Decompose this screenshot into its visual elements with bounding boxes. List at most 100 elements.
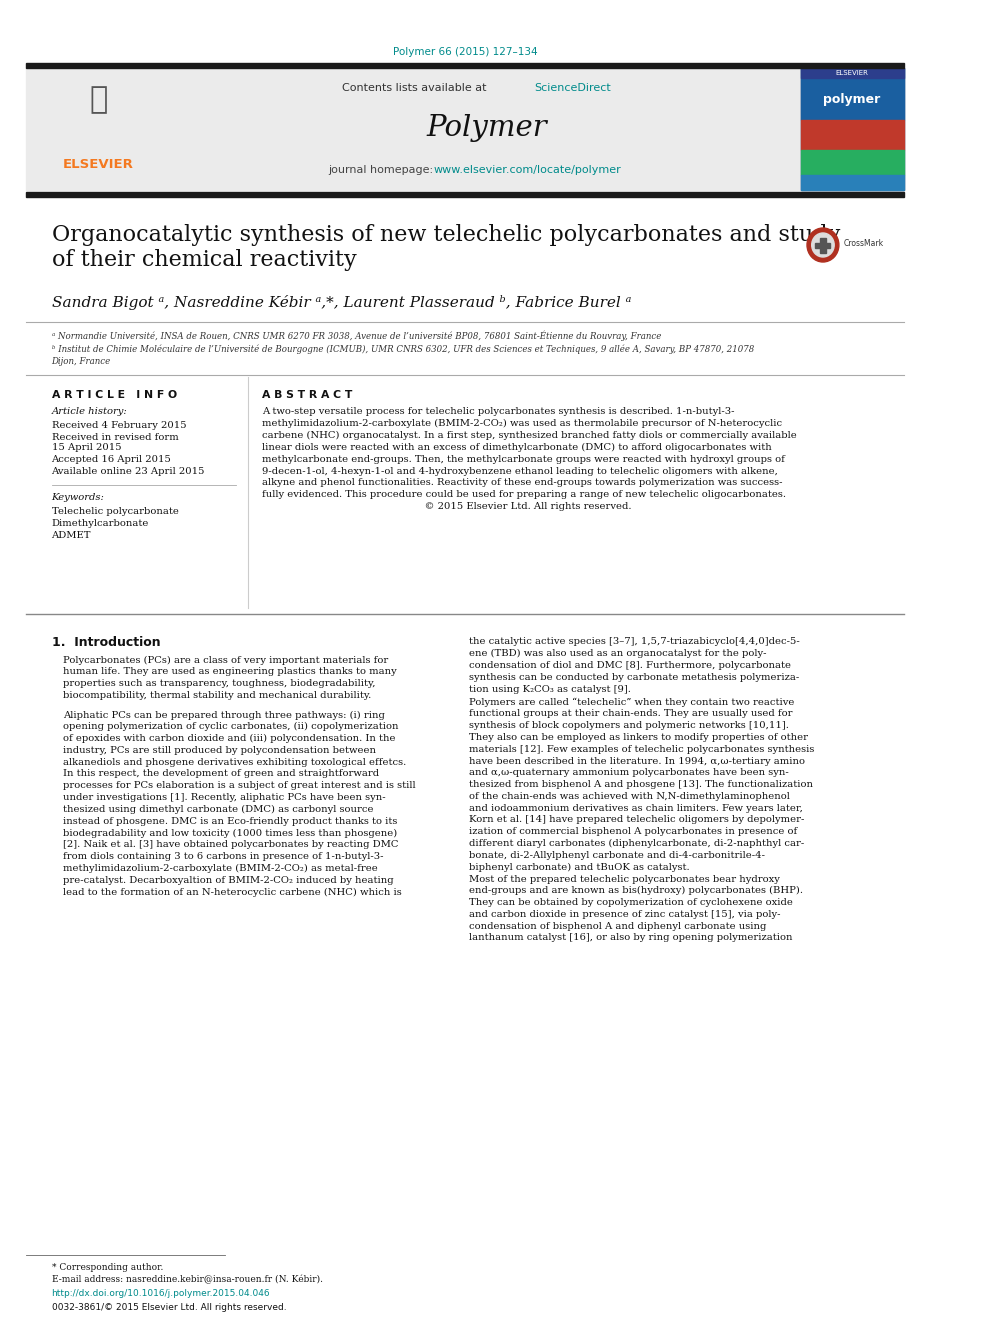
Text: 0032-3861/© 2015 Elsevier Ltd. All rights reserved.: 0032-3861/© 2015 Elsevier Ltd. All right… xyxy=(52,1303,286,1311)
Text: ELSEVIER: ELSEVIER xyxy=(62,159,134,172)
Bar xyxy=(802,149,904,175)
Bar xyxy=(172,67,802,191)
Text: ADMET: ADMET xyxy=(52,531,91,540)
Text: lead to the formation of an N-heterocyclic carbene (NHC) which is: lead to the formation of an N-heterocycl… xyxy=(62,888,402,897)
Text: pre-catalyst. Decarboxyaltion of BMIM-2-CO₂ induced by heating: pre-catalyst. Decarboxyaltion of BMIM-2-… xyxy=(62,876,394,885)
Text: lanthanum catalyst [16], or also by ring opening polymerization: lanthanum catalyst [16], or also by ring… xyxy=(468,934,793,942)
Text: processes for PCs elaboration is a subject of great interest and is still: processes for PCs elaboration is a subje… xyxy=(62,782,416,790)
Text: thesized using dimethyl carbonate (DMC) as carbonyl source: thesized using dimethyl carbonate (DMC) … xyxy=(62,804,373,814)
Text: methylcarbonate end-groups. Then, the methylcarbonate groups were reacted with h: methylcarbonate end-groups. Then, the me… xyxy=(263,455,786,463)
Text: Polycarbonates (PCs) are a class of very important materials for: Polycarbonates (PCs) are a class of very… xyxy=(62,655,388,664)
Text: bonate, di-2-Allylphenyl carbonate and di-4-carbonitrile-4-: bonate, di-2-Allylphenyl carbonate and d… xyxy=(468,851,765,860)
Text: synthesis of block copolymers and polymeric networks [10,11].: synthesis of block copolymers and polyme… xyxy=(468,721,789,730)
Text: Aliphatic PCs can be prepared through three pathways: (i) ring: Aliphatic PCs can be prepared through th… xyxy=(62,710,385,720)
Circle shape xyxy=(811,233,834,257)
Text: methylimidazolium-2-carboxylate (BMIM-2-CO₂) as metal-free: methylimidazolium-2-carboxylate (BMIM-2-… xyxy=(62,864,378,873)
Text: www.elsevier.com/locate/polymer: www.elsevier.com/locate/polymer xyxy=(434,165,621,175)
Text: of their chemical reactivity: of their chemical reactivity xyxy=(52,249,356,271)
Text: under investigations [1]. Recently, aliphatic PCs have been syn-: under investigations [1]. Recently, alip… xyxy=(62,792,386,802)
Text: biocompatibility, thermal stability and mechanical durability.: biocompatibility, thermal stability and … xyxy=(62,691,371,700)
Bar xyxy=(26,192,904,197)
Text: journal homepage:: journal homepage: xyxy=(328,165,436,175)
Bar xyxy=(802,67,904,120)
Text: instead of phosgene. DMC is an Eco-friendly product thanks to its: instead of phosgene. DMC is an Eco-frien… xyxy=(62,816,397,826)
Text: Available online 23 April 2015: Available online 23 April 2015 xyxy=(52,467,205,476)
Bar xyxy=(802,67,904,78)
Text: * Corresponding author.: * Corresponding author. xyxy=(52,1263,163,1273)
Text: opening polymerization of cyclic carbonates, (ii) copolymerization: opening polymerization of cyclic carbona… xyxy=(62,722,399,732)
Text: methylimidazolium-2-carboxylate (BMIM-2-CO₂) was used as thermolabile precursor : methylimidazolium-2-carboxylate (BMIM-2-… xyxy=(263,419,783,429)
Text: the catalytic active species [3–7], 1,5,7-triazabicyclo[4,4,0]dec-5-: the catalytic active species [3–7], 1,5,… xyxy=(468,638,800,647)
Text: materials [12]. Few examples of telechelic polycarbonates synthesis: materials [12]. Few examples of telechel… xyxy=(468,745,814,754)
Text: A two-step versatile process for telechelic polycarbonates synthesis is describe: A two-step versatile process for teleche… xyxy=(263,407,735,417)
Text: ELSEVIER: ELSEVIER xyxy=(835,70,868,75)
Text: ᵃ Normandie Université, INSA de Rouen, CNRS UMR 6270 FR 3038, Avenue de l’univer: ᵃ Normandie Université, INSA de Rouen, C… xyxy=(52,331,661,341)
Text: Dimethylcarbonate: Dimethylcarbonate xyxy=(52,519,149,528)
Text: ene (TBD) was also used as an organocatalyst for the poly-: ene (TBD) was also used as an organocata… xyxy=(468,650,766,659)
Text: industry, PCs are still produced by polycondensation between: industry, PCs are still produced by poly… xyxy=(62,746,376,755)
Text: A R T I C L E   I N F O: A R T I C L E I N F O xyxy=(52,390,177,400)
Bar xyxy=(815,243,830,247)
Text: from diols containing 3 to 6 carbons in presence of 1-n-butyl-3-: from diols containing 3 to 6 carbons in … xyxy=(62,852,383,861)
Text: carbene (NHC) organocatalyst. In a first step, synthesized branched fatty diols : carbene (NHC) organocatalyst. In a first… xyxy=(263,431,798,441)
Text: different diaryl carbonates (diphenylcarbonate, di-2-naphthyl car-: different diaryl carbonates (diphenylcar… xyxy=(468,839,804,848)
Text: Accepted 16 April 2015: Accepted 16 April 2015 xyxy=(52,455,172,464)
Text: condensation of diol and DMC [8]. Furthermore, polycarbonate: condensation of diol and DMC [8]. Furthe… xyxy=(468,662,791,671)
Text: In this respect, the development of green and straightforward: In this respect, the development of gree… xyxy=(62,770,379,778)
Text: have been described in the literature. In 1994, α,ω-tertiary amino: have been described in the literature. I… xyxy=(468,757,805,766)
Text: They also can be employed as linkers to modify properties of other: They also can be employed as linkers to … xyxy=(468,733,807,742)
Text: Received in revised form: Received in revised form xyxy=(52,433,179,442)
Text: Korn et al. [14] have prepared telechelic oligomers by depolymer-: Korn et al. [14] have prepared telecheli… xyxy=(468,815,805,824)
Bar xyxy=(802,67,904,191)
Bar xyxy=(802,120,904,149)
Text: A B S T R A C T: A B S T R A C T xyxy=(263,390,353,400)
Text: functional groups at their chain-ends. They are usually used for: functional groups at their chain-ends. T… xyxy=(468,709,793,718)
Text: Polymer 66 (2015) 127–134: Polymer 66 (2015) 127–134 xyxy=(393,48,538,57)
Text: and carbon dioxide in presence of zinc catalyst [15], via poly-: and carbon dioxide in presence of zinc c… xyxy=(468,910,780,919)
Text: condensation of bisphenol A and diphenyl carbonate using: condensation of bisphenol A and diphenyl… xyxy=(468,922,766,930)
Text: tion using K₂CO₃ as catalyst [9].: tion using K₂CO₃ as catalyst [9]. xyxy=(468,685,631,693)
Text: ᵇ Institut de Chimie Moléculaire de l’Université de Bourgogne (ICMUB), UMR CNRS : ᵇ Institut de Chimie Moléculaire de l’Un… xyxy=(52,344,754,353)
Text: linear diols were reacted with an excess of dimethylcarbonate (DMC) to afford ol: linear diols were reacted with an excess… xyxy=(263,443,772,452)
Text: Most of the prepared telechelic polycarbonates bear hydroxy: Most of the prepared telechelic polycarb… xyxy=(468,875,780,884)
Text: Organocatalytic synthesis of new telechelic polycarbonates and study: Organocatalytic synthesis of new teleche… xyxy=(52,224,840,246)
Text: Dijon, France: Dijon, France xyxy=(52,356,111,365)
Text: biphenyl carbonate) and tBuOK as catalyst.: biphenyl carbonate) and tBuOK as catalys… xyxy=(468,863,689,872)
Text: CrossMark: CrossMark xyxy=(843,238,884,247)
Text: of epoxides with carbon dioxide and (iii) polycondensation. In the: of epoxides with carbon dioxide and (iii… xyxy=(62,734,395,744)
Text: 15 April 2015: 15 April 2015 xyxy=(52,443,121,452)
Text: © 2015 Elsevier Ltd. All rights reserved.: © 2015 Elsevier Ltd. All rights reserved… xyxy=(263,501,632,511)
Text: http://dx.doi.org/10.1016/j.polymer.2015.04.046: http://dx.doi.org/10.1016/j.polymer.2015… xyxy=(52,1290,270,1298)
Text: biodegradability and low toxicity (1000 times less than phosgene): biodegradability and low toxicity (1000 … xyxy=(62,828,397,837)
Text: 📖: 📖 xyxy=(89,86,107,115)
Bar xyxy=(26,67,172,191)
Text: They can be obtained by copolymerization of cyclohexene oxide: They can be obtained by copolymerization… xyxy=(468,898,793,908)
Text: alkyne and phenol functionalities. Reactivity of these end-groups towards polyme: alkyne and phenol functionalities. React… xyxy=(263,479,783,487)
Text: Telechelic polycarbonate: Telechelic polycarbonate xyxy=(52,507,179,516)
Text: human life. They are used as engineering plastics thanks to many: human life. They are used as engineering… xyxy=(62,667,397,676)
Text: Contents lists available at: Contents lists available at xyxy=(342,83,490,93)
Text: ization of commercial bisphenol A polycarbonates in presence of: ization of commercial bisphenol A polyca… xyxy=(468,827,797,836)
Text: and iodoammonium derivatives as chain limiters. Few years later,: and iodoammonium derivatives as chain li… xyxy=(468,803,803,812)
Text: [2]. Naik et al. [3] have obtained polycarbonates by reacting DMC: [2]. Naik et al. [3] have obtained polyc… xyxy=(62,840,399,849)
Text: 9-decen-1-ol, 4-hexyn-1-ol and 4-hydroxybenzene ethanol leading to telechelic ol: 9-decen-1-ol, 4-hexyn-1-ol and 4-hydroxy… xyxy=(263,467,779,475)
Text: properties such as transparency, toughness, biodegradability,: properties such as transparency, toughne… xyxy=(62,679,375,688)
Bar xyxy=(26,64,904,67)
Text: ScienceDirect: ScienceDirect xyxy=(535,83,611,93)
Text: thesized from bisphenol A and phosgene [13]. The functionalization: thesized from bisphenol A and phosgene [… xyxy=(468,781,812,789)
Bar xyxy=(820,238,825,253)
Text: of the chain-ends was achieved with N,N-dimethylaminophenol: of the chain-ends was achieved with N,N-… xyxy=(468,792,790,800)
Text: fully evidenced. This procedure could be used for preparing a range of new telec: fully evidenced. This procedure could be… xyxy=(263,490,787,499)
Text: alkanediols and phosgene derivatives exhibiting toxological effetcs.: alkanediols and phosgene derivatives exh… xyxy=(62,758,406,767)
Text: end-groups and are known as bis(hydroxy) polycarbonates (BHP).: end-groups and are known as bis(hydroxy)… xyxy=(468,886,803,896)
Text: Polymer: Polymer xyxy=(427,114,547,142)
Text: Polymers are called “telechelic” when they contain two reactive: Polymers are called “telechelic” when th… xyxy=(468,697,794,706)
Circle shape xyxy=(807,228,839,262)
Text: 1.  Introduction: 1. Introduction xyxy=(52,635,160,648)
Text: Received 4 February 2015: Received 4 February 2015 xyxy=(52,421,186,430)
Text: Article history:: Article history: xyxy=(52,407,127,417)
Text: and α,ω-quaternary ammonium polycarbonates have been syn-: and α,ω-quaternary ammonium polycarbonat… xyxy=(468,769,789,778)
Text: Sandra Bigot ᵃ, Nasreddine Kébir ᵃ,*, Laurent Plasseraud ᵇ, Fabrice Burel ᵃ: Sandra Bigot ᵃ, Nasreddine Kébir ᵃ,*, La… xyxy=(52,295,631,310)
Text: E-mail address: nasreddine.kebir@insa-rouen.fr (N. Kébir).: E-mail address: nasreddine.kebir@insa-ro… xyxy=(52,1275,322,1285)
Bar xyxy=(802,175,904,191)
